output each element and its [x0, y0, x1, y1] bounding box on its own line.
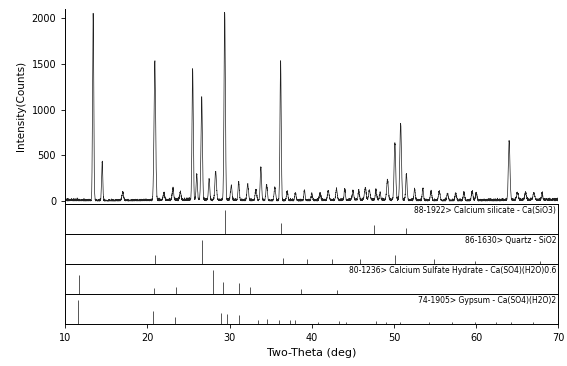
Text: 74-1905> Gypsum - Ca(SO4)(H2O)2: 74-1905> Gypsum - Ca(SO4)(H2O)2	[418, 296, 556, 305]
X-axis label: Two-Theta (deg): Two-Theta (deg)	[267, 348, 357, 358]
Text: 80-1236> Calcium Sulfate Hydrate - Ca(SO4)(H2O)0.6: 80-1236> Calcium Sulfate Hydrate - Ca(SO…	[349, 266, 556, 275]
Y-axis label: Intensity(Counts): Intensity(Counts)	[16, 61, 26, 152]
Text: 86-1630> Quartz - SiO2: 86-1630> Quartz - SiO2	[464, 236, 556, 245]
Text: 88-1922> Calcium silicate - Ca(SiO3): 88-1922> Calcium silicate - Ca(SiO3)	[414, 206, 556, 215]
